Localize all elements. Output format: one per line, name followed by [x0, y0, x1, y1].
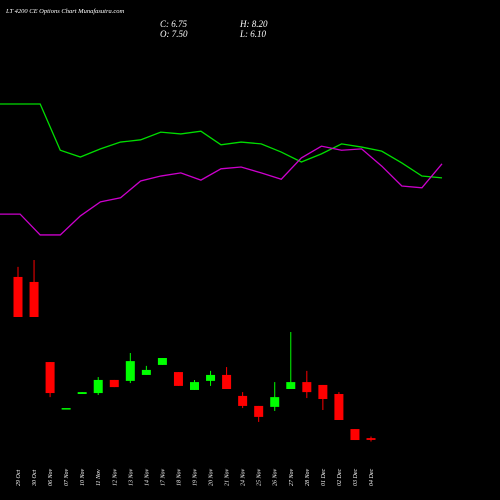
x-tick-label: 21 Nov: [225, 468, 231, 486]
x-tick-label: 06 Nov: [48, 468, 54, 486]
x-tick-label: 10 Nov: [80, 468, 86, 486]
ma-line: [0, 145, 443, 236]
x-tick-label: 30 Oct: [32, 470, 38, 487]
candle-body: [93, 379, 103, 394]
candle-body: [29, 281, 39, 318]
candle-body: [173, 372, 183, 386]
candle-body: [77, 392, 87, 395]
candle-body: [206, 374, 216, 381]
ohlc-low: L: 6.10: [239, 29, 267, 39]
candle-body: [190, 382, 199, 390]
x-tick-label: 29 Oct: [16, 470, 22, 486]
candle-body: [318, 384, 328, 400]
ohlc-high: H: 8.20: [239, 19, 268, 29]
candle-body: [366, 438, 376, 440]
x-tick-label: 11 Nov: [96, 469, 102, 486]
x-tick-label: 03 Dec: [353, 469, 359, 486]
x-tick-label: 01 Dec: [321, 469, 327, 486]
x-tick-label: 24 Nov: [240, 468, 247, 486]
candle-body: [157, 358, 167, 365]
x-tick-label: 12 Nov: [112, 468, 118, 486]
candle-body: [254, 405, 264, 417]
candle-body: [141, 369, 151, 375]
candle-body: [125, 361, 135, 381]
x-tick-label: 04 Dec: [368, 469, 375, 486]
candle-body: [350, 429, 360, 441]
x-tick-label: 19 Nov: [193, 468, 199, 486]
x-tick-label: 18 Nov: [176, 468, 182, 486]
x-tick-label: 27 Nov: [289, 468, 295, 486]
candle-body: [238, 395, 248, 406]
candle-body: [222, 374, 232, 390]
candle-body: [286, 382, 296, 390]
ohlc-open: O: 7.50: [160, 29, 188, 39]
ma-line: [0, 103, 443, 179]
x-tick-label: 28 Nov: [305, 468, 311, 486]
x-tick-label: 25 Nov: [257, 468, 263, 486]
x-tick-label: 17 Nov: [160, 468, 166, 486]
candle-body: [302, 382, 312, 393]
candle-body: [270, 397, 280, 407]
candle-body: [334, 394, 344, 420]
candle-body: [13, 276, 23, 318]
ohlc-close: C: 6.75: [160, 19, 188, 29]
candle-body: [109, 379, 119, 388]
x-tick-label: 07 Nov: [64, 468, 70, 486]
x-tick-label: 14 Nov: [143, 468, 150, 486]
candle-body: [45, 362, 55, 394]
candle-body: [61, 408, 71, 410]
x-tick-label: 20 Nov: [209, 468, 215, 486]
x-tick-label: 02 Dec: [337, 469, 343, 486]
x-tick-label: 26 Nov: [273, 468, 279, 486]
chart-title: LT 4200 CE Options Chart Munafasutra.com: [5, 8, 125, 15]
x-tick-label: 13 Nov: [128, 468, 134, 486]
